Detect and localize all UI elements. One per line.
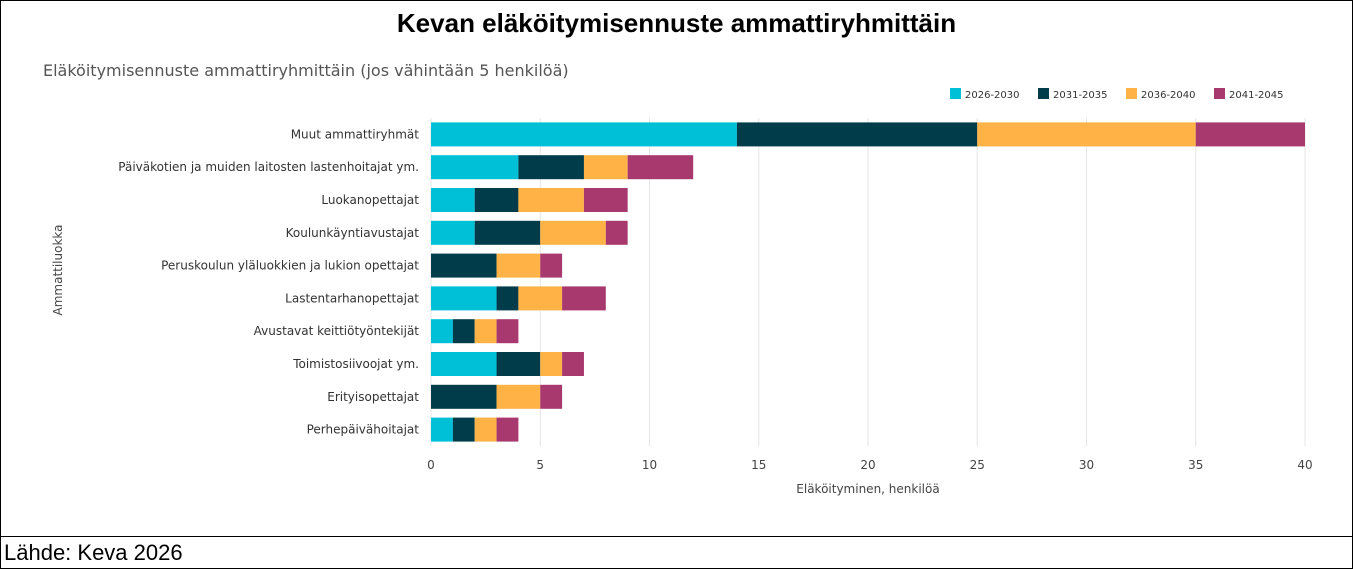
bar-segment[interactable] [562, 286, 606, 311]
bar-segment[interactable] [496, 352, 541, 376]
category-label: Muut ammattiryhmät [291, 127, 420, 141]
bar-segment[interactable] [474, 417, 497, 442]
bar-segment[interactable] [518, 188, 584, 212]
x-tick-labels: 0 5 10 15 20 25 30 35 40 [427, 458, 1312, 472]
bar-segment[interactable] [540, 384, 563, 409]
bar-segment[interactable] [431, 286, 497, 311]
bar-segment[interactable] [627, 155, 694, 180]
bar-segment[interactable] [605, 220, 628, 245]
category-label: Peruskoulun yläluokkien ja lukion opetta… [161, 259, 419, 273]
bar-segment[interactable] [474, 188, 519, 212]
x-tick-label: 35 [1188, 458, 1203, 472]
bar-segment[interactable] [540, 253, 563, 278]
source-divider [0, 536, 1353, 537]
bar-segment[interactable] [518, 286, 563, 311]
category-label: Toimistosiivoojat ym. [292, 357, 419, 371]
bar-segment[interactable] [431, 384, 497, 409]
bar-segment[interactable] [583, 155, 628, 180]
x-tick-label: 25 [970, 458, 985, 472]
legend-label: 2031-2035 [1053, 90, 1108, 101]
bar-segment[interactable] [431, 417, 453, 442]
legend-swatch [1126, 88, 1137, 99]
legend-label: 2041-2045 [1229, 90, 1284, 101]
x-tick-label: 0 [427, 458, 435, 472]
x-tick-label: 15 [751, 458, 766, 472]
bar-segment[interactable] [736, 122, 978, 147]
bar-segment[interactable] [496, 319, 519, 344]
source-note: Lähde: Keva 2026 [4, 540, 183, 565]
bar-segment[interactable] [496, 253, 541, 278]
legend-swatch [950, 88, 961, 99]
x-tick-label: 20 [860, 458, 875, 472]
bar-segment[interactable] [562, 352, 584, 376]
x-axis-title: Eläköityminen, henkilöä [796, 482, 939, 496]
bar-segment[interactable] [540, 220, 606, 245]
x-tick-label: 40 [1297, 458, 1312, 472]
category-label: Avustavat keittiötyöntekijät [254, 324, 420, 338]
x-tick-label: 30 [1079, 458, 1094, 472]
category-label: Koulunkäyntiavustajat [286, 226, 420, 240]
y-axis-title: Ammattiluokka [51, 224, 65, 315]
bar-segment[interactable] [518, 155, 584, 180]
category-label: Luokanopettajat [321, 193, 419, 207]
bar-segment[interactable] [431, 122, 737, 147]
legend-label: 2026-2030 [965, 90, 1020, 101]
bar-segment[interactable] [1195, 122, 1305, 147]
x-tick-label: 10 [642, 458, 657, 472]
bar-segment[interactable] [431, 319, 453, 344]
category-label: Lastentarhanopettajat [285, 291, 419, 305]
legend: 2026-2030 2031-2035 2036-2040 2041-2045 [950, 88, 1284, 101]
bar-segment[interactable] [431, 155, 519, 180]
chart-title: Eläköitymisennuste ammattiryhmittäin (jo… [43, 61, 569, 80]
bar-segment[interactable] [540, 352, 563, 376]
legend-swatch [1038, 88, 1049, 99]
category-label: Päiväkotien ja muiden laitosten lastenho… [118, 160, 419, 174]
x-tick-label: 5 [536, 458, 544, 472]
bar-segment[interactable] [431, 220, 475, 245]
legend-label: 2036-2040 [1141, 90, 1196, 101]
bar-segment[interactable] [496, 417, 519, 442]
category-label: Perhepäivähoitajat [307, 423, 420, 437]
bars-group [431, 122, 1305, 442]
bar-segment[interactable] [431, 352, 497, 376]
bar-segment[interactable] [977, 122, 1196, 147]
bar-segment[interactable] [431, 253, 497, 278]
category-labels: Muut ammattiryhmät Päiväkotien ja muiden … [118, 127, 419, 436]
stacked-bar-chart: Eläköitymisennuste ammattiryhmittäin (jo… [43, 61, 1313, 496]
legend-swatch [1214, 88, 1225, 99]
bar-segment[interactable] [496, 384, 541, 409]
bar-segment[interactable] [452, 319, 475, 344]
bar-segment[interactable] [583, 188, 628, 212]
page-title: Kevan eläköitymisennuste ammattiryhmittä… [396, 8, 957, 38]
bar-segment[interactable] [496, 286, 519, 311]
bar-segment[interactable] [474, 220, 541, 245]
bar-segment[interactable] [452, 417, 475, 442]
category-label: Erityisopettajat [327, 390, 419, 404]
bar-segment[interactable] [431, 188, 475, 212]
bar-segment[interactable] [474, 319, 497, 344]
